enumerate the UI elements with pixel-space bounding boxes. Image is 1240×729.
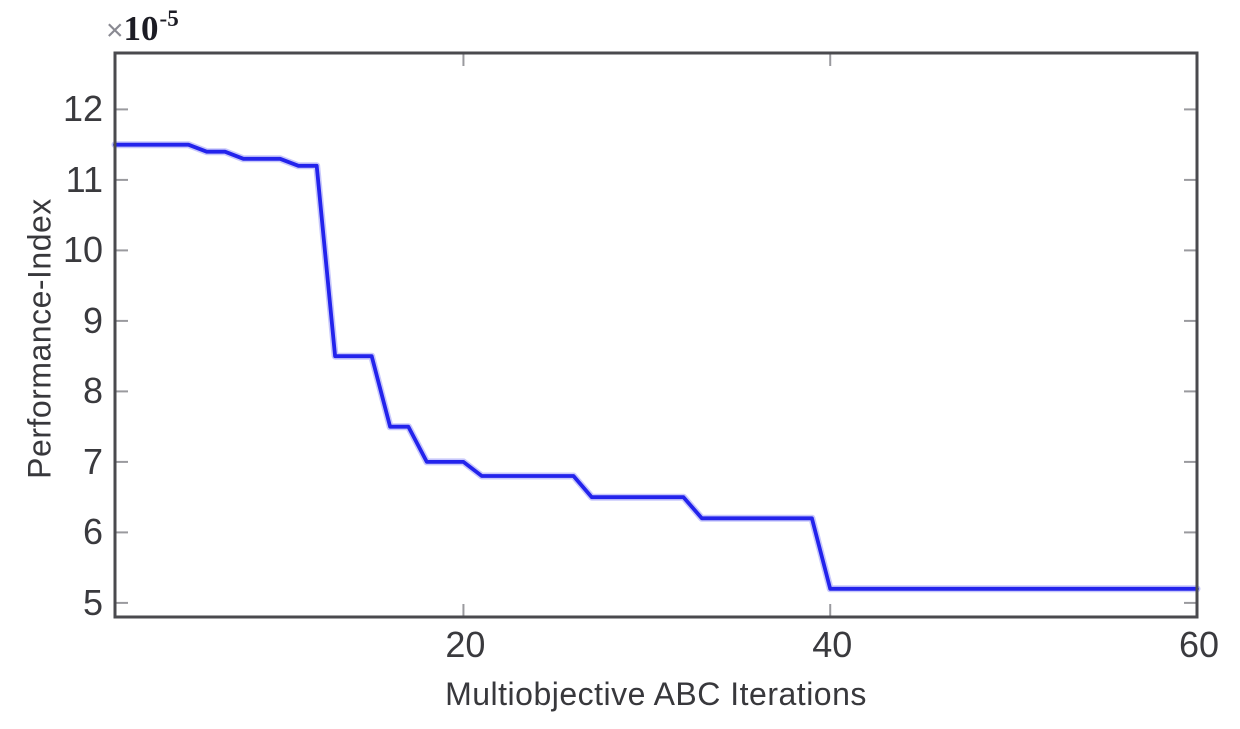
x-tick-label: 60 — [1178, 624, 1220, 665]
x-tick-label: 20 — [445, 624, 486, 665]
axes-box — [113, 51, 1199, 619]
y-tick-label: 9 — [82, 299, 103, 341]
y-tick-label: 8 — [82, 370, 103, 412]
y-tick-label: 5 — [82, 581, 103, 623]
y-tick-label: 12 — [62, 88, 103, 130]
performance-line — [113, 142, 1199, 591]
exponent-times-sign: × — [106, 14, 124, 47]
plot-background — [115, 53, 1197, 617]
y-tick-label: 6 — [82, 511, 103, 553]
y-tick-label: 11 — [65, 158, 103, 200]
x-tick-label: 40 — [812, 624, 853, 665]
y-tick-label: 10 — [62, 229, 103, 271]
exponent-base: 10 — [123, 9, 159, 48]
y-tick-label: 7 — [82, 440, 103, 482]
x-axis-title: Multiobjective ABC Iterations — [445, 676, 867, 712]
exponent-power: -5 — [159, 6, 179, 31]
y-axis-exponent-label: ×10-5 — [106, 6, 179, 49]
